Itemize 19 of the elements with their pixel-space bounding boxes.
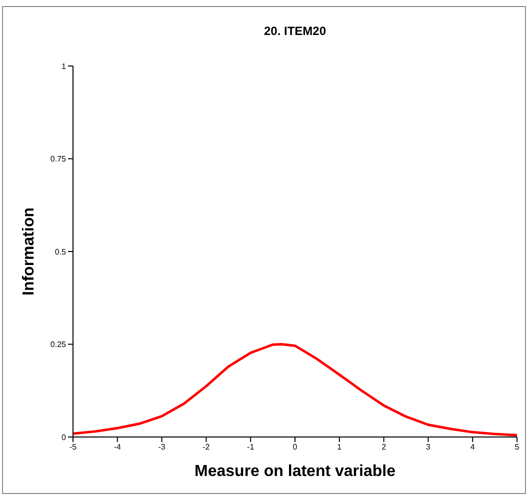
x-tick-label: -5: [69, 442, 78, 452]
x-tick-label: 4: [470, 442, 476, 452]
y-tick-label: 1: [62, 62, 67, 71]
y-axis-title: Information: [20, 208, 38, 296]
y-tick-label: 0.5: [54, 247, 67, 256]
y-tick-label: 0.75: [50, 154, 67, 164]
x-tick-label: 0: [292, 442, 298, 452]
x-tick-label: -2: [202, 442, 210, 452]
x-tick-label: 2: [382, 442, 387, 452]
x-tick-label: -4: [114, 442, 122, 452]
y-tick-label: 0.25: [50, 340, 67, 350]
chart-title: 20. ITEM20: [262, 24, 328, 38]
x-tick-label: 1: [337, 442, 342, 452]
x-tick-label: -1: [247, 442, 255, 452]
y-tick-label: 0: [62, 432, 67, 442]
x-tick-label: 5: [514, 442, 520, 452]
x-tick-label: 3: [426, 442, 431, 452]
x-tick-label: -3: [158, 442, 166, 452]
x-axis-title: Measure on latent variable: [194, 463, 396, 480]
